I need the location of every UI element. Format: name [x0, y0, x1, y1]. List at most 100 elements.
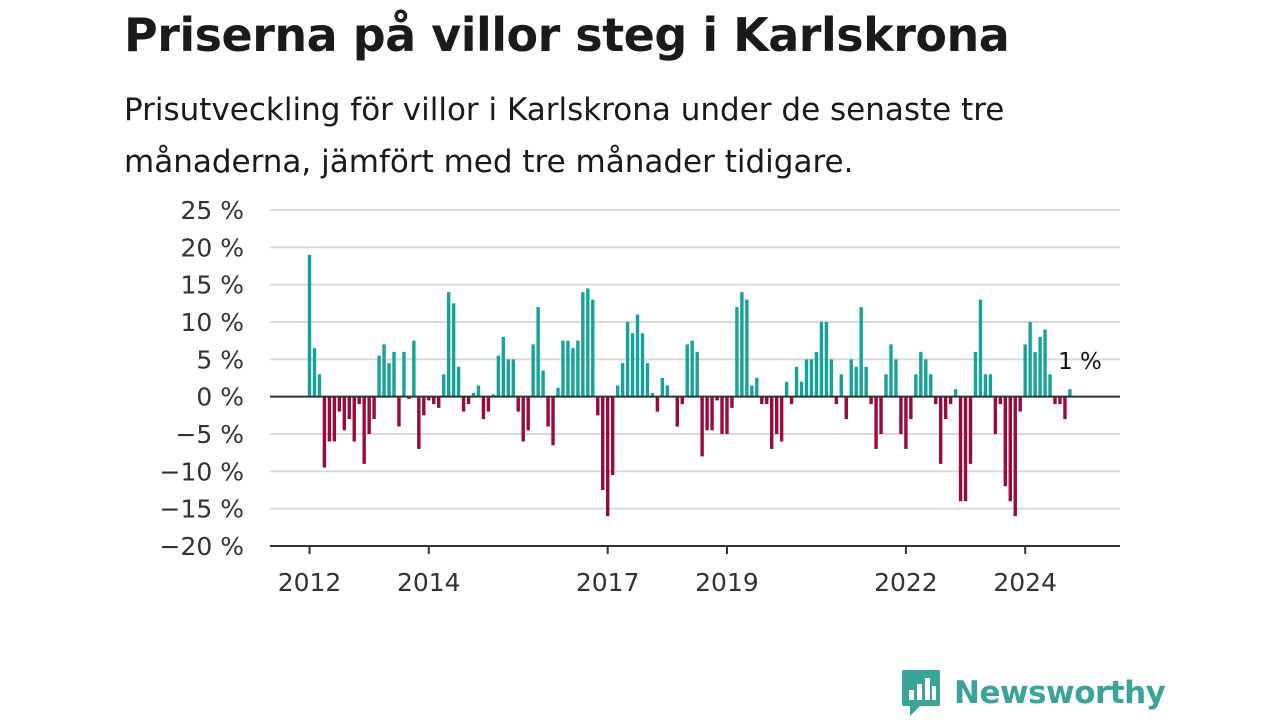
bar — [551, 396, 555, 446]
bar — [675, 396, 679, 427]
bar — [387, 363, 391, 397]
bar — [725, 396, 729, 434]
bar — [735, 307, 739, 397]
bar — [571, 348, 575, 397]
y-axis-tick-labels: 25 % 20 % 15 % 10 % 5 % 0 % −5 % −10 % −15 % −20 … — [160, 196, 244, 561]
bar — [496, 355, 501, 397]
bar — [889, 344, 893, 397]
bar — [770, 396, 774, 449]
bar — [610, 396, 615, 476]
bar — [919, 351, 923, 397]
bar — [963, 396, 968, 502]
bar — [511, 359, 515, 397]
bar — [978, 299, 983, 397]
bar — [934, 396, 938, 405]
y-tick-label: −20 % — [160, 532, 244, 561]
bar — [849, 359, 853, 397]
bar — [720, 396, 724, 434]
bar — [794, 366, 799, 397]
x-tick-label: 2022 — [874, 568, 938, 597]
y-tick-label: −15 % — [160, 495, 244, 524]
bar — [322, 396, 327, 468]
bar — [859, 307, 863, 397]
bar — [481, 396, 486, 420]
bar — [874, 396, 878, 449]
bar — [804, 359, 809, 397]
bar — [357, 396, 361, 405]
bar — [730, 396, 734, 408]
bar — [332, 396, 337, 442]
bar — [829, 359, 834, 397]
bar — [451, 303, 456, 397]
bar — [789, 396, 794, 405]
y-tick-label: 0 % — [196, 383, 244, 412]
bar — [884, 374, 888, 397]
bar — [894, 359, 898, 397]
bar — [422, 396, 426, 416]
bar — [402, 351, 406, 397]
bar — [1003, 396, 1007, 487]
bar — [476, 385, 481, 397]
bar — [446, 292, 451, 397]
brand-logo: Newsworthy — [900, 668, 1166, 718]
bar — [307, 254, 312, 397]
bar — [1063, 396, 1067, 420]
bar — [541, 370, 545, 397]
bar — [755, 378, 759, 397]
bar — [506, 359, 510, 397]
bar — [988, 374, 993, 397]
bar — [809, 359, 814, 397]
newsworthy-chart-logo-icon — [902, 670, 940, 716]
bar — [924, 359, 928, 397]
bar — [655, 396, 660, 412]
bar — [854, 366, 858, 397]
bar — [645, 363, 650, 397]
bar — [466, 396, 471, 405]
x-tick-label: 2012 — [278, 568, 342, 597]
bar — [526, 396, 530, 431]
x-tick-label: 2014 — [397, 568, 461, 597]
axes — [270, 395, 1120, 554]
bar — [456, 366, 461, 397]
y-tick-label: 10 % — [180, 308, 244, 337]
y-tick-label: 5 % — [196, 345, 244, 374]
bar — [943, 396, 948, 420]
bar — [899, 396, 903, 434]
bar — [501, 336, 506, 397]
bar — [839, 374, 843, 397]
bar — [312, 348, 317, 397]
bar — [581, 292, 585, 397]
bar — [750, 385, 754, 397]
bar — [432, 396, 436, 405]
bar — [367, 396, 371, 434]
bar — [561, 340, 565, 397]
bar — [1033, 351, 1037, 397]
bar — [745, 299, 749, 397]
bar — [993, 396, 998, 434]
bar — [586, 288, 590, 397]
bar — [710, 396, 714, 431]
y-tick-label: 25 % — [180, 196, 244, 225]
bar — [765, 396, 769, 405]
bar — [650, 392, 655, 397]
bar — [521, 396, 525, 442]
brand-name: Newsworthy — [954, 675, 1166, 711]
bar — [869, 396, 873, 405]
bar — [427, 396, 431, 401]
bar — [546, 396, 550, 427]
bar — [690, 340, 694, 397]
bar — [824, 322, 829, 397]
bar — [620, 363, 625, 397]
bar — [377, 355, 381, 397]
bar — [576, 340, 580, 397]
bar — [531, 344, 535, 397]
bar — [630, 333, 635, 397]
bar — [491, 394, 496, 397]
bar — [685, 344, 689, 397]
bar — [904, 396, 908, 449]
bar — [844, 396, 848, 420]
bar — [968, 396, 973, 464]
bar — [700, 396, 704, 457]
bar — [705, 396, 709, 431]
